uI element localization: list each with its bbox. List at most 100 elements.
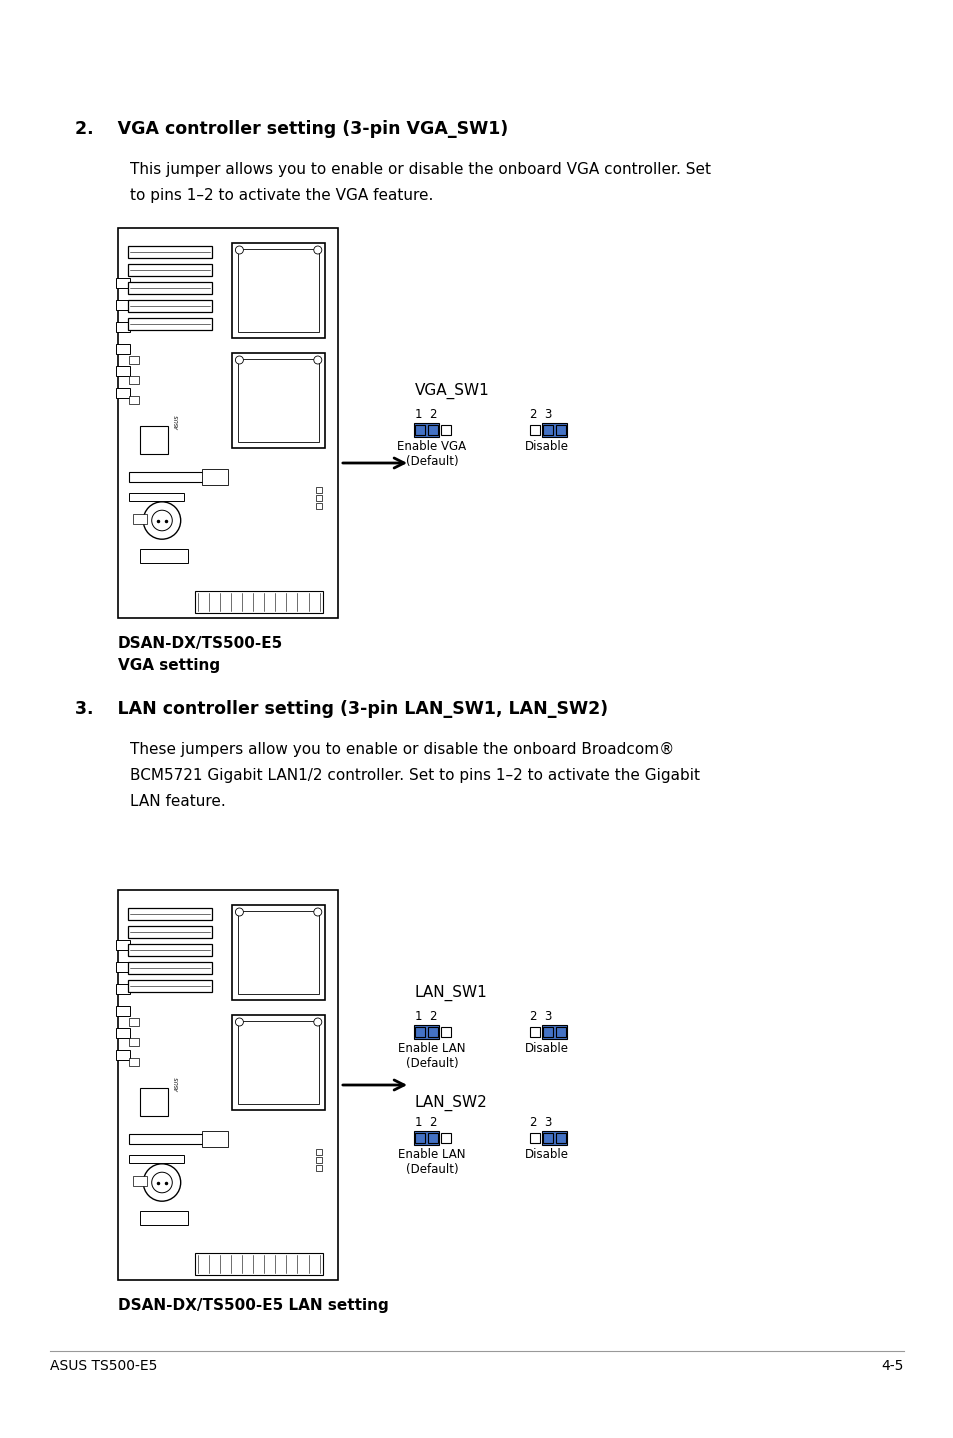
Text: LAN feature.: LAN feature. <box>130 794 226 810</box>
Bar <box>542 426 553 436</box>
Bar <box>233 1015 324 1110</box>
Bar <box>116 1050 130 1060</box>
Bar <box>116 984 130 994</box>
Bar <box>428 1133 437 1143</box>
Text: Disable: Disable <box>524 440 568 453</box>
Text: ASUS: ASUS <box>174 1077 180 1093</box>
Bar <box>194 1252 322 1276</box>
Bar <box>233 243 324 338</box>
Bar <box>128 318 212 329</box>
Circle shape <box>235 907 243 916</box>
Text: 1  2: 1 2 <box>415 1116 437 1129</box>
Bar <box>440 426 451 436</box>
Bar <box>129 1155 184 1163</box>
Text: (Default): (Default) <box>405 1163 457 1176</box>
Bar <box>530 426 539 436</box>
Text: Enable LAN: Enable LAN <box>397 1148 465 1160</box>
Circle shape <box>235 1018 243 1025</box>
Text: DSAN-DX/TS500-E5 LAN setting: DSAN-DX/TS500-E5 LAN setting <box>118 1299 388 1313</box>
Text: Enable LAN: Enable LAN <box>397 1043 465 1055</box>
Bar <box>541 1132 566 1145</box>
Text: VGA setting: VGA setting <box>118 659 220 673</box>
Text: ASUS TS500-E5: ASUS TS500-E5 <box>50 1359 157 1373</box>
Text: 2  3: 2 3 <box>530 1116 552 1129</box>
Bar <box>118 890 337 1280</box>
Bar <box>414 1132 438 1145</box>
Text: 3.    LAN controller setting (3-pin LAN_SW1, LAN_SW2): 3. LAN controller setting (3-pin LAN_SW1… <box>75 700 607 718</box>
Text: (Default): (Default) <box>405 1057 457 1070</box>
Bar <box>118 229 337 618</box>
Bar <box>233 905 324 999</box>
Circle shape <box>314 1018 321 1025</box>
Bar <box>201 1132 228 1148</box>
Circle shape <box>143 502 180 539</box>
Bar <box>194 591 322 613</box>
Bar <box>116 278 130 288</box>
Text: to pins 1–2 to activate the VGA feature.: to pins 1–2 to activate the VGA feature. <box>130 188 433 203</box>
Bar <box>541 1025 566 1040</box>
Text: These jumpers allow you to enable or disable the onboard Broadcom®: These jumpers allow you to enable or dis… <box>130 742 674 756</box>
Bar <box>140 549 188 564</box>
Circle shape <box>314 246 321 255</box>
Bar <box>129 1037 139 1045</box>
Bar <box>129 1018 139 1025</box>
Bar <box>440 1027 451 1037</box>
Bar <box>238 249 318 332</box>
Bar <box>428 1027 437 1037</box>
Bar <box>128 282 212 293</box>
Bar <box>238 360 318 441</box>
Bar <box>129 472 216 482</box>
Bar <box>116 1028 130 1038</box>
Bar <box>128 907 212 920</box>
Bar <box>128 962 212 974</box>
Text: 1  2: 1 2 <box>415 408 437 421</box>
Bar <box>140 426 168 454</box>
Bar <box>530 1027 539 1037</box>
Bar <box>129 1057 139 1066</box>
Bar <box>116 301 130 311</box>
Bar <box>541 423 566 437</box>
Text: 2  3: 2 3 <box>530 408 552 421</box>
Circle shape <box>314 357 321 364</box>
Bar <box>129 395 139 404</box>
Text: Enable VGA: Enable VGA <box>397 440 466 453</box>
Circle shape <box>314 907 321 916</box>
Bar <box>315 503 322 509</box>
Text: Disable: Disable <box>524 1148 568 1160</box>
Bar <box>129 493 184 500</box>
Bar <box>530 1133 539 1143</box>
Text: 2.    VGA controller setting (3-pin VGA_SW1): 2. VGA controller setting (3-pin VGA_SW1… <box>75 119 508 138</box>
Bar <box>128 926 212 938</box>
Bar <box>129 1133 216 1143</box>
Text: 1  2: 1 2 <box>415 1009 437 1022</box>
Bar <box>116 322 130 332</box>
Bar <box>315 487 322 493</box>
Text: VGA_SW1: VGA_SW1 <box>415 383 489 400</box>
Text: Disable: Disable <box>524 1043 568 1055</box>
Bar <box>556 426 565 436</box>
Bar <box>116 1007 130 1017</box>
Bar <box>415 426 424 436</box>
Text: ASUS: ASUS <box>174 416 180 430</box>
Bar <box>233 352 324 449</box>
Bar <box>116 962 130 972</box>
Bar <box>440 1133 451 1143</box>
Text: 4-5: 4-5 <box>881 1359 903 1373</box>
Bar <box>315 1165 322 1171</box>
Bar <box>315 495 322 500</box>
Bar <box>556 1133 565 1143</box>
Bar <box>556 1027 565 1037</box>
Bar <box>415 1133 424 1143</box>
Bar <box>238 1021 318 1104</box>
Bar <box>116 367 130 375</box>
Bar <box>116 388 130 398</box>
Bar <box>128 981 212 992</box>
Bar <box>414 1025 438 1040</box>
Bar <box>128 246 212 257</box>
Bar <box>133 515 148 525</box>
Bar <box>542 1027 553 1037</box>
Circle shape <box>235 357 243 364</box>
Bar <box>128 301 212 312</box>
Bar <box>238 912 318 994</box>
Bar <box>542 1133 553 1143</box>
